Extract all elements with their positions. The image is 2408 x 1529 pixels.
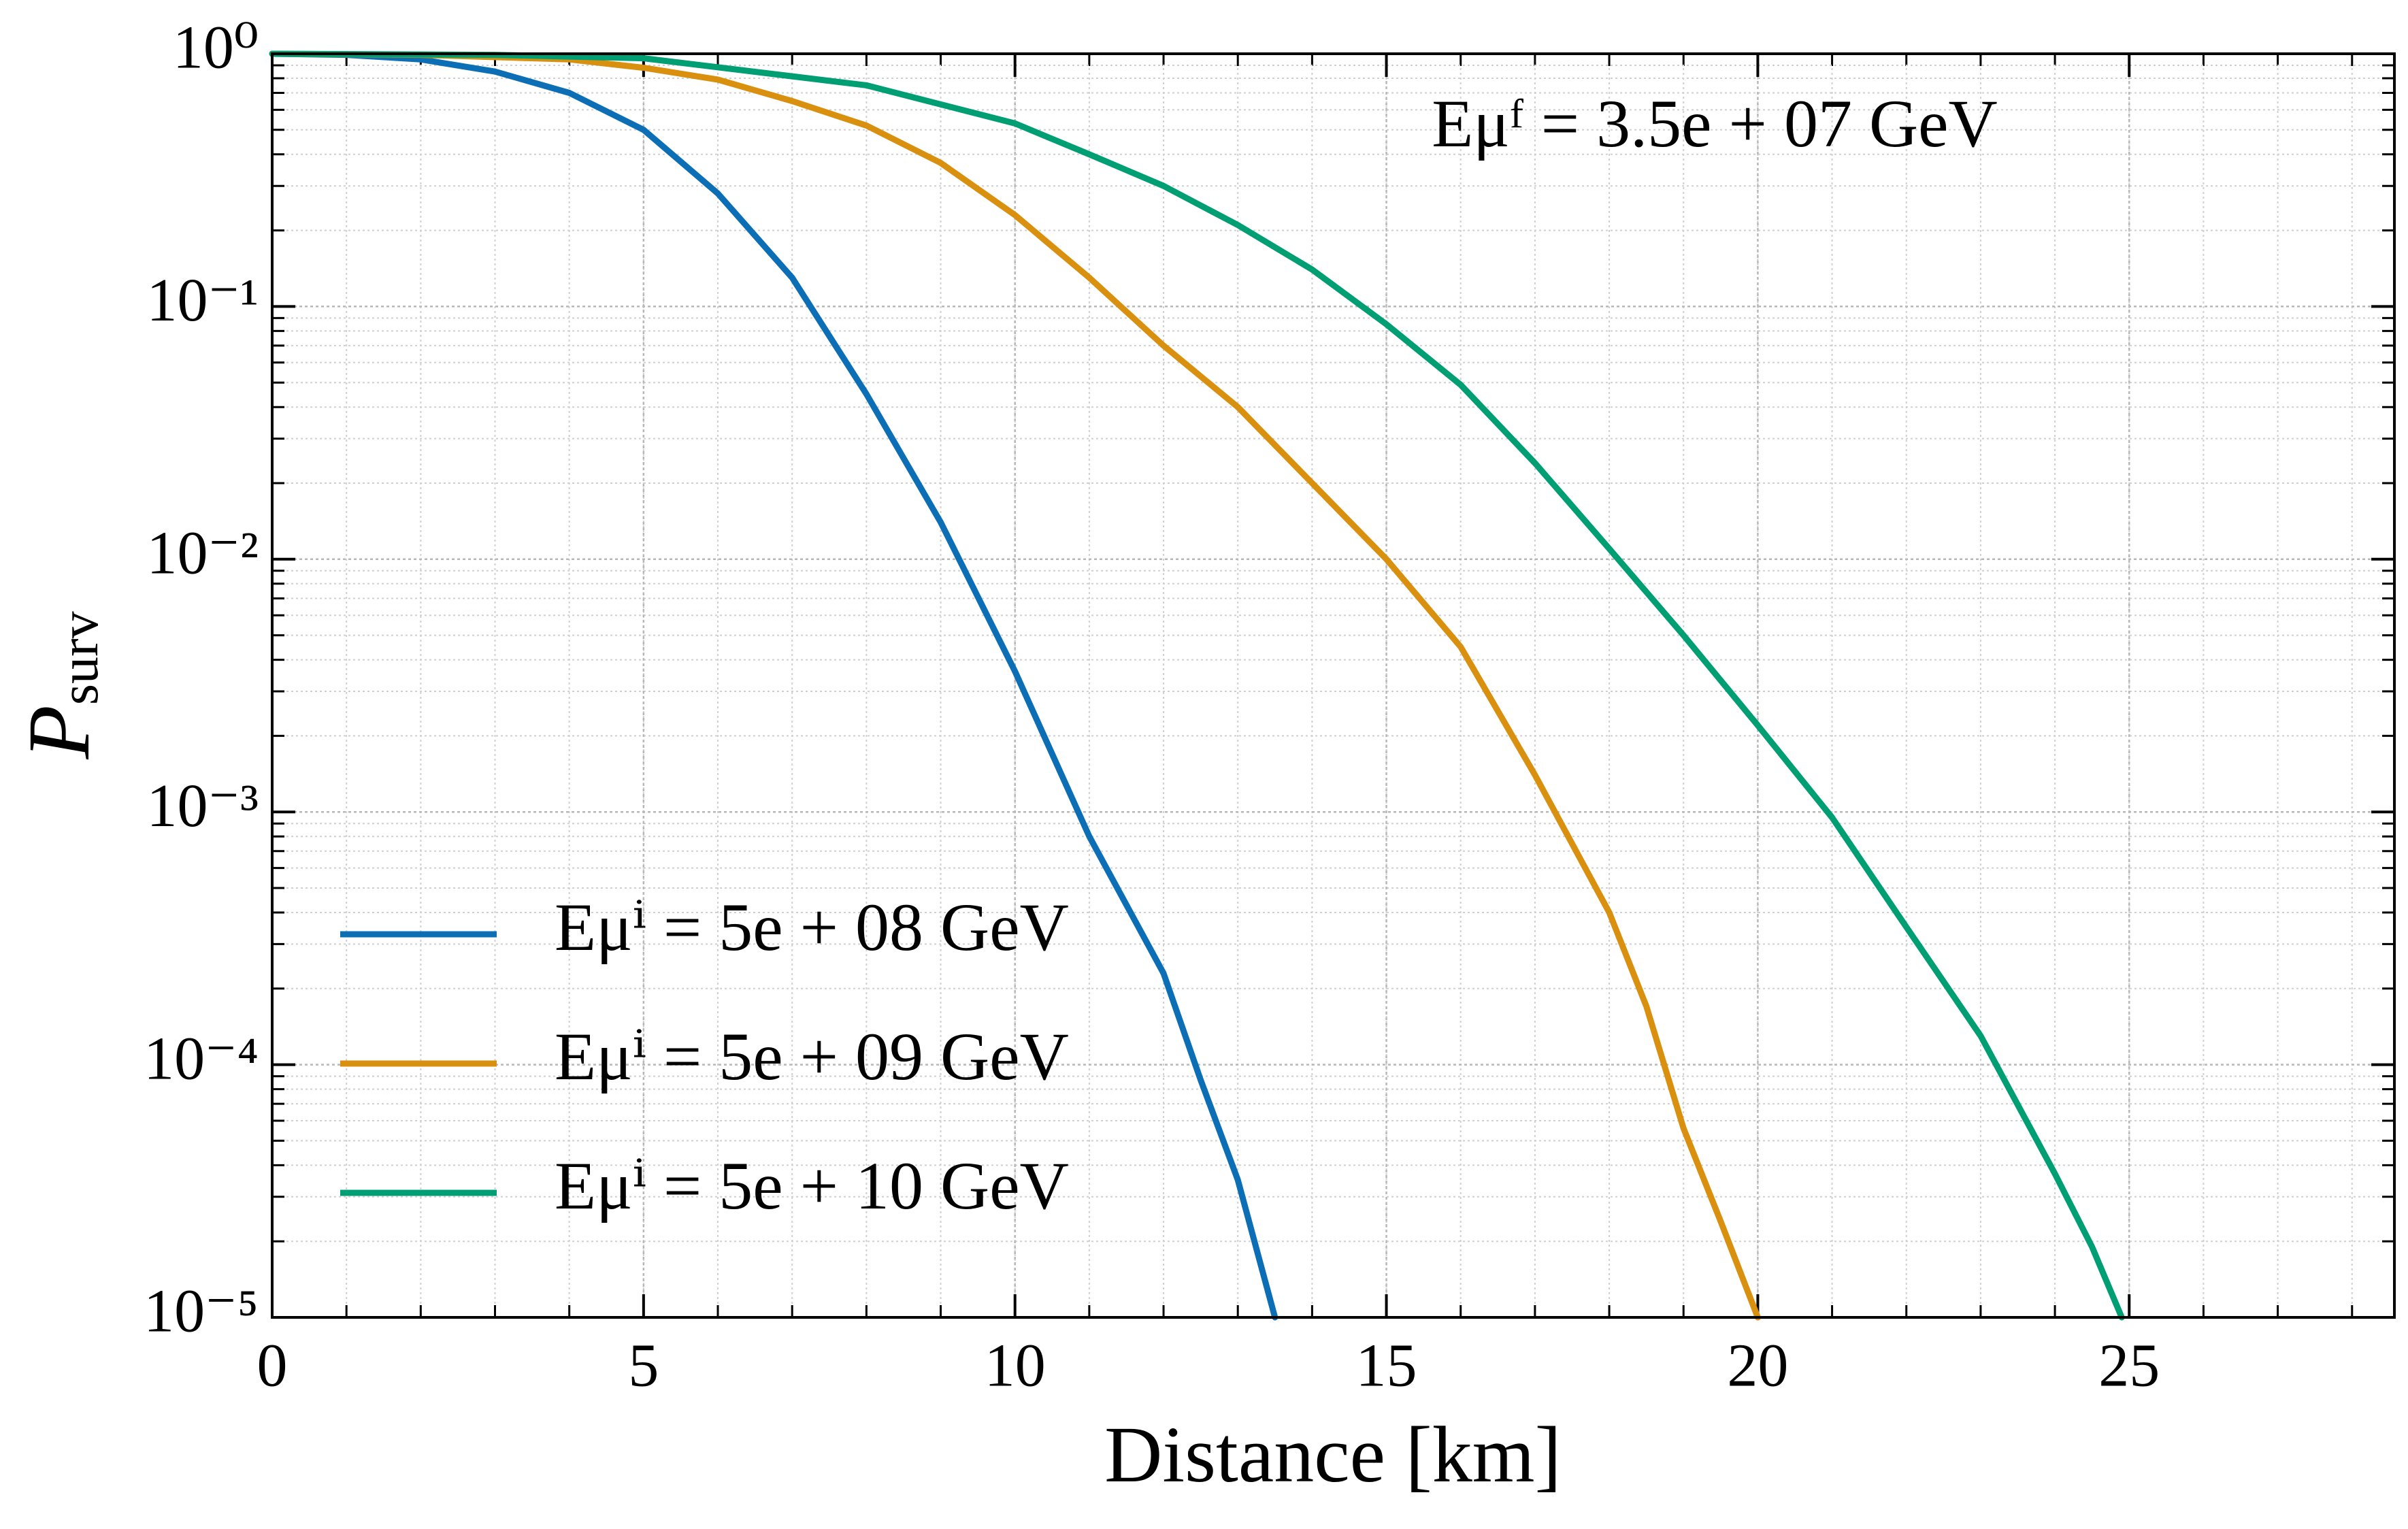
series-line: [269, 50, 2125, 1321]
series-line: [269, 50, 1761, 1321]
legend-label: Eμⁱ = 5e + 10 GeV: [555, 1148, 1069, 1223]
x-tick-label: 10: [985, 1332, 1046, 1400]
y-axis-label: Psurv: [10, 611, 110, 759]
grid: [271, 52, 2394, 1319]
y-tick-label: 10⁻³: [147, 772, 259, 840]
x-tick-label: 25: [2098, 1332, 2160, 1400]
marks: [269, 50, 2125, 1321]
plot-frame: [271, 52, 2396, 1319]
x-tick-label: 0: [257, 1332, 288, 1400]
y-tick-label: 10⁻¹: [147, 267, 259, 334]
y-tick-label: 10⁻⁵: [144, 1278, 259, 1345]
y-tick-label: 10⁻⁴: [144, 1025, 259, 1092]
legend-label: Eμⁱ = 5e + 09 GeV: [555, 1019, 1069, 1094]
x-tick-label: 20: [1727, 1332, 1788, 1400]
x-tick-label: 15: [1356, 1332, 1417, 1400]
x-tick-label: 5: [628, 1332, 659, 1400]
y-tick-label: 10⁻²: [147, 519, 259, 587]
x-axis-label: Distance [km]: [1104, 1410, 1562, 1499]
series-line: [269, 50, 1279, 1321]
y-tick-label: 10⁰: [173, 14, 259, 82]
annotation: Eμᶠ = 3.5e + 07 GeV: [1432, 86, 1998, 161]
legend-label: Eμⁱ = 5e + 08 GeV: [555, 889, 1069, 965]
